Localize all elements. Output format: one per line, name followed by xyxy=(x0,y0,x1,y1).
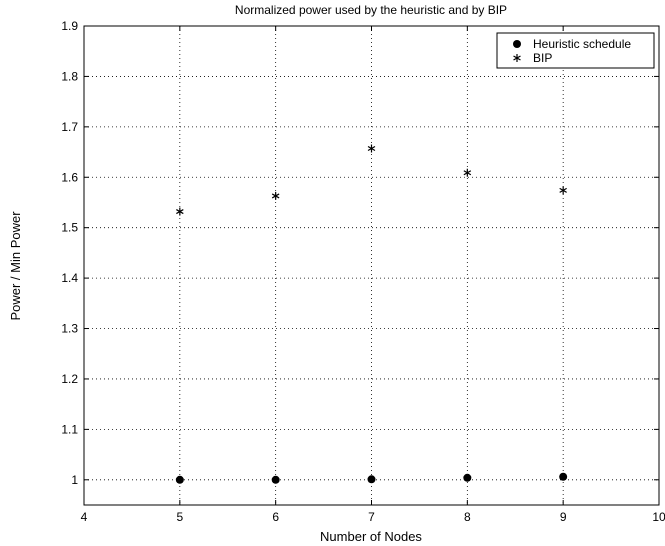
y-tick-label: 1 xyxy=(71,473,78,487)
plot-area xyxy=(84,26,659,505)
y-tick-label: 1.1 xyxy=(61,422,78,436)
axis-ticks xyxy=(83,25,660,505)
x-axis-label: Number of Nodes xyxy=(320,529,422,544)
y-tick-label: 1.8 xyxy=(61,69,78,83)
bip-point xyxy=(367,144,376,153)
data-points xyxy=(175,144,568,484)
legend-box xyxy=(496,32,655,69)
y-tick-label: 1.6 xyxy=(61,170,78,184)
heuristic-point xyxy=(367,475,376,484)
x-tick-label: 8 xyxy=(464,510,471,524)
legend: Heuristic schedule BIP xyxy=(496,32,655,69)
y-tick-label: 1.9 xyxy=(61,19,78,33)
y-tick-label: 1.2 xyxy=(61,372,78,386)
y-axis-label: Power / Min Power xyxy=(8,211,23,321)
legend-bip-marker xyxy=(513,54,521,62)
x-tick-label: 9 xyxy=(560,510,567,524)
legend-star-glyph xyxy=(513,54,521,62)
bip-point xyxy=(176,207,184,216)
y-tick-label: 1.7 xyxy=(61,120,78,134)
tick-labels: 4 5 6 7 8 9 10 1 1.1 1.2 1.3 1.4 1.5 1.6 1.7 1.8 1.9 xyxy=(61,19,665,524)
bip-point xyxy=(271,191,280,200)
bip-point xyxy=(559,186,567,195)
x-tick-label: 5 xyxy=(176,510,183,524)
heuristic-point xyxy=(559,472,568,481)
x-tick-label: 7 xyxy=(368,510,375,524)
legend-bip-label: BIP xyxy=(533,51,552,65)
chart-title: Normalized power used by the heuristic a… xyxy=(235,3,507,17)
heuristic-point xyxy=(175,475,184,484)
legend-heuristic-label: Heuristic schedule xyxy=(533,37,631,51)
heuristic-point xyxy=(271,475,280,484)
x-tick-label: 6 xyxy=(272,510,279,524)
y-tick-label: 1.3 xyxy=(61,322,78,336)
x-tick-label: 10 xyxy=(652,510,665,524)
y-tick-label: 1.4 xyxy=(61,271,78,285)
x-tick-label: 4 xyxy=(81,510,88,524)
bip-point xyxy=(463,168,472,177)
legend-heuristic-marker xyxy=(513,40,521,48)
y-tick-label: 1.5 xyxy=(61,221,78,235)
heuristic-point xyxy=(463,473,472,482)
